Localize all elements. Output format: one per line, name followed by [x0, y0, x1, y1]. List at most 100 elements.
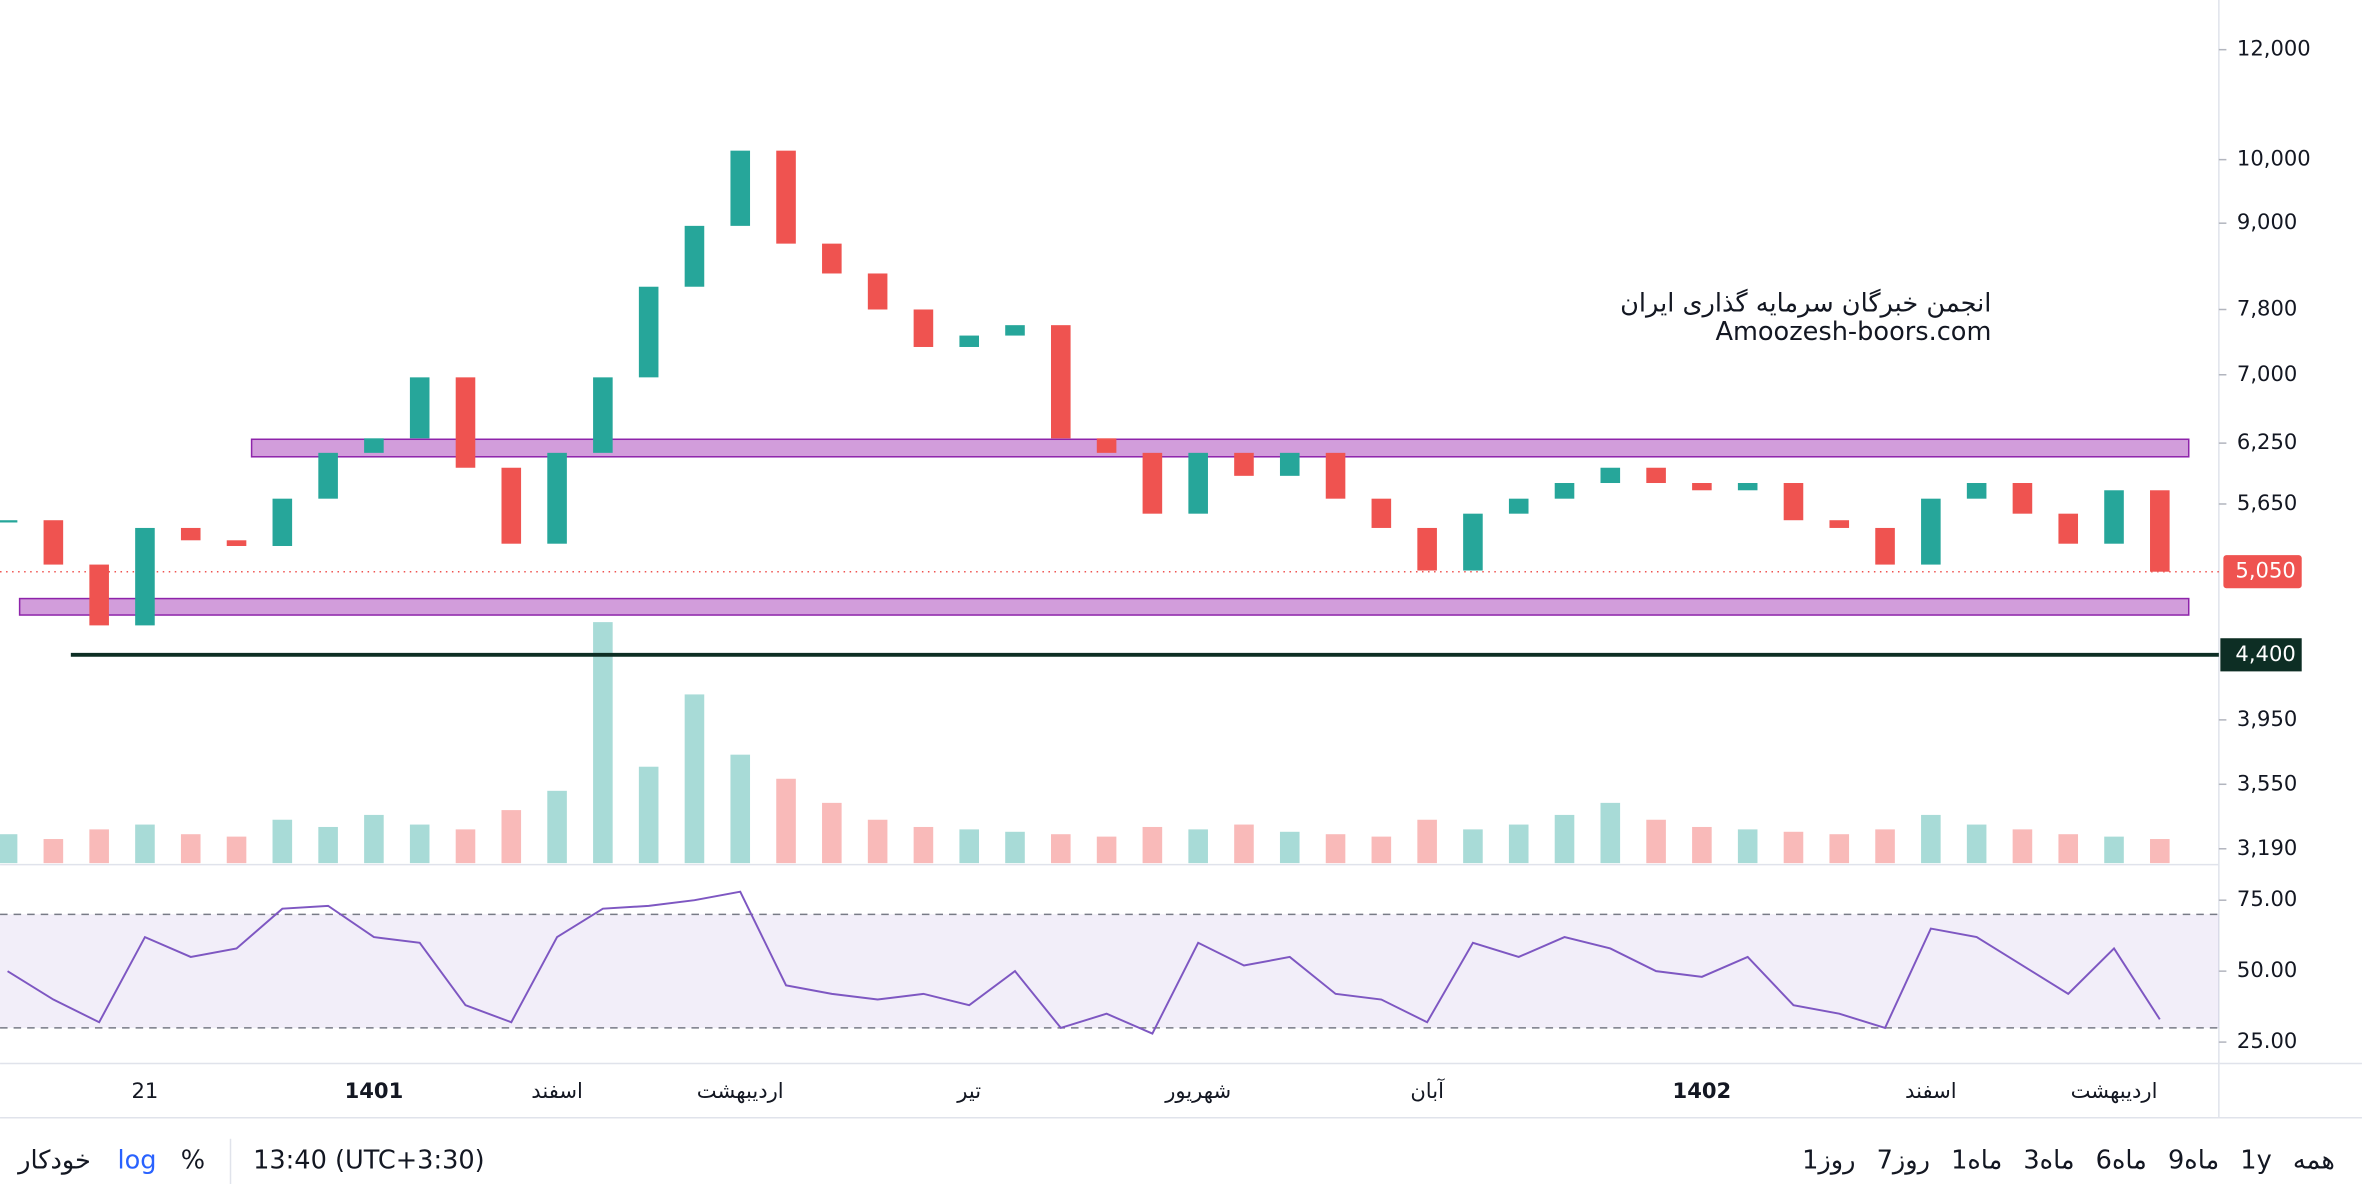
- candle: [1646, 467, 1666, 484]
- volume-bar: [89, 829, 109, 864]
- x-tick-label: تیر: [956, 1078, 981, 1103]
- x-tick-label: شهریور: [1164, 1078, 1231, 1103]
- y-tick-label: 3,950: [2237, 706, 2297, 731]
- x-tick-label: اردیبهشت: [2071, 1078, 2158, 1103]
- y-tick-label: 6,250: [2237, 429, 2297, 454]
- candle: [1325, 452, 1346, 499]
- candle: [1508, 498, 1529, 514]
- volume-bar: [1234, 824, 1254, 864]
- volume-bar: [547, 790, 567, 864]
- support-label-box: [2220, 638, 2302, 672]
- volume-bar: [959, 829, 980, 864]
- last-price-box: [2223, 555, 2302, 589]
- volume-bar: [1737, 829, 1758, 864]
- volume-bar: [1875, 829, 1895, 864]
- volume-bar: [180, 834, 201, 864]
- candle: [1463, 513, 1483, 571]
- volume-bar: [1188, 829, 1208, 864]
- auto-toggle[interactable]: خودکار: [16, 1145, 91, 1175]
- range-button[interactable]: 7روز: [1877, 1145, 1930, 1175]
- candle: [959, 335, 980, 347]
- y-tick-label: 10,000: [2237, 146, 2311, 171]
- candle: [1051, 325, 1071, 439]
- last-price-label: 5,050: [2235, 558, 2295, 583]
- candle: [2058, 513, 2079, 544]
- range-button[interactable]: 6ماه: [2096, 1145, 2147, 1175]
- volume-bar: [1417, 819, 1437, 864]
- volume-bar: [318, 826, 338, 864]
- candle: [1096, 438, 1117, 453]
- volume-bar: [1096, 836, 1117, 864]
- volume-bar: [409, 824, 430, 864]
- candle: [1966, 483, 1987, 499]
- candle: [1005, 325, 1025, 336]
- y-tick-label: 7,800: [2237, 295, 2297, 320]
- candle: [1875, 527, 1895, 565]
- volume-bar: [730, 754, 751, 864]
- y-tick-label: 3,550: [2237, 770, 2297, 795]
- candle: [2104, 490, 2124, 544]
- candle: [0, 520, 18, 523]
- volume-bar: [455, 829, 476, 864]
- volume-bar: [364, 814, 384, 864]
- candle: [1600, 467, 1621, 484]
- range-button[interactable]: 3ماه: [2023, 1145, 2074, 1175]
- y-tick-label: 12,000: [2237, 36, 2311, 61]
- candle: [1737, 483, 1758, 491]
- rsi-band: [0, 914, 2219, 1028]
- candle: [638, 286, 659, 378]
- volume-bar: [1783, 831, 1804, 864]
- volume-bar: [2104, 836, 2124, 864]
- candle: [1417, 527, 1437, 571]
- y-tick-label: 7,000: [2237, 361, 2297, 386]
- range-button[interactable]: همه: [2293, 1145, 2335, 1175]
- volume-bar: [593, 622, 613, 864]
- candle: [593, 377, 613, 453]
- candle: [1692, 483, 1712, 491]
- candle: [1279, 452, 1300, 476]
- x-tick-label: 1402: [1673, 1078, 1732, 1103]
- price-zone: [250, 438, 2190, 458]
- volume-bar: [226, 836, 247, 864]
- volume-bar: [1371, 836, 1392, 864]
- candle: [272, 498, 293, 546]
- volume-bar: [1829, 834, 1850, 864]
- price-zone: [18, 597, 2190, 616]
- volume-bar: [1005, 831, 1025, 864]
- candle: [1783, 483, 1804, 521]
- x-tick-label: اسفند: [1905, 1078, 1957, 1103]
- candle: [913, 309, 934, 347]
- range-button[interactable]: 1روز: [1802, 1145, 1855, 1175]
- range-button[interactable]: 1ماه: [1951, 1145, 2002, 1175]
- volume-bar: [2012, 829, 2033, 864]
- volume-bar: [1646, 819, 1666, 864]
- candle: [318, 452, 338, 499]
- candle: [1188, 452, 1208, 514]
- candle: [135, 527, 155, 626]
- percent-toggle[interactable]: %: [181, 1145, 205, 1175]
- candle: [1371, 498, 1392, 528]
- candle: [730, 150, 751, 226]
- candle: [43, 520, 64, 565]
- volume-bar: [1463, 829, 1483, 864]
- candle: [1142, 452, 1163, 514]
- rsi-tick-label: 25.00: [2237, 1028, 2297, 1053]
- rsi-tick-label: 75.00: [2237, 886, 2297, 911]
- range-button[interactable]: 1y: [2240, 1145, 2271, 1175]
- range-button[interactable]: 9ماه: [2168, 1145, 2219, 1175]
- watermark: انجمن خبرگان سرمایه گذاری ایران: [1620, 288, 1991, 318]
- volume-bar: [1325, 834, 1346, 864]
- log-toggle[interactable]: log: [118, 1145, 157, 1175]
- candle: [776, 150, 796, 244]
- candle: [1921, 498, 1941, 565]
- candle: [455, 377, 476, 468]
- volume-bar: [776, 778, 796, 864]
- volume-bar: [272, 819, 293, 864]
- timezone-clock: 13:40 (UTC+3:30): [253, 1145, 485, 1175]
- volume-bar: [913, 826, 934, 864]
- x-tick-label: آبان: [1410, 1078, 1445, 1103]
- candle: [409, 377, 430, 439]
- candle: [364, 438, 384, 453]
